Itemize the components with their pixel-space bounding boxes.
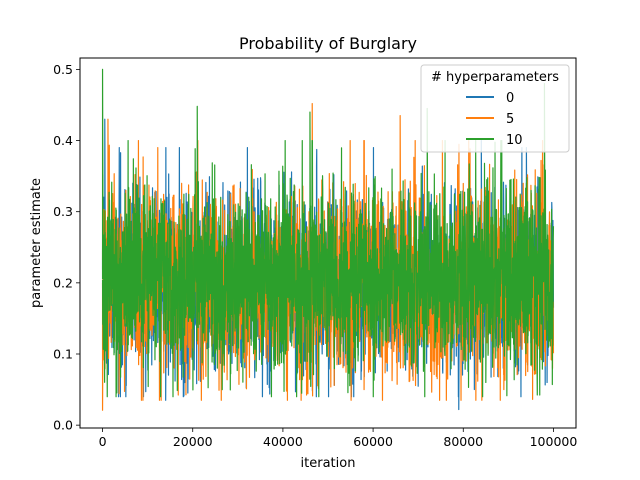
y-tick-label: 0.4 bbox=[53, 133, 73, 148]
x-axis-title: iteration bbox=[301, 456, 356, 471]
legend-label-10: 10 bbox=[506, 133, 523, 148]
x-tick-label: 60000 bbox=[353, 434, 393, 449]
y-axis-title: parameter estimate bbox=[29, 178, 44, 308]
x-tick-label: 20000 bbox=[173, 434, 213, 449]
y-tick-label: 0.2 bbox=[53, 275, 73, 290]
y-axis: 0.0 0.1 0.2 0.3 0.4 0.5 bbox=[53, 62, 80, 433]
legend-label-5: 5 bbox=[506, 112, 514, 127]
legend-title: # hyperparameters bbox=[431, 70, 559, 85]
x-tick-label: 80000 bbox=[443, 434, 483, 449]
y-tick-label: 0.3 bbox=[53, 204, 73, 219]
plot-frame bbox=[79, 57, 577, 429]
x-axis: 0 20000 40000 60000 80000 100000 bbox=[99, 428, 578, 449]
series-layer bbox=[101, 68, 555, 411]
y-tick-label: 0.0 bbox=[53, 418, 73, 433]
x-tick-label: 100000 bbox=[530, 434, 578, 449]
x-tick-label: 40000 bbox=[263, 434, 303, 449]
x-tick-label: 0 bbox=[99, 434, 107, 449]
y-tick-label: 0.5 bbox=[53, 62, 73, 77]
legend-box bbox=[420, 64, 570, 153]
legend-label-0: 0 bbox=[506, 91, 514, 106]
legend: # hyperparameters 0 5 10 bbox=[420, 64, 570, 153]
series-line-5 bbox=[101, 102, 555, 411]
chart-title: Probability of Burglary bbox=[239, 34, 417, 53]
y-tick-label: 0.1 bbox=[53, 347, 73, 362]
